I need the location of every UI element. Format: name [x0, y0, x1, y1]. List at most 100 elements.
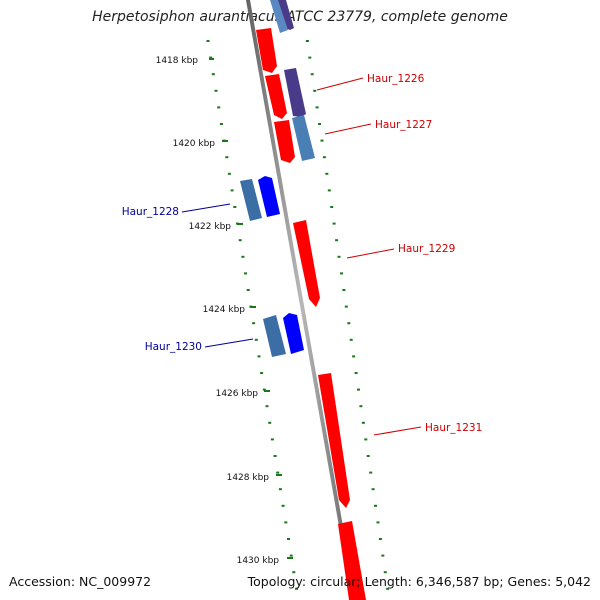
tick-dot: [313, 89, 317, 92]
gene-label-haur-1229[interactable]: Haur_1229: [346, 243, 455, 259]
cds-arrow[interactable]: [293, 220, 320, 307]
tick-dot: [335, 239, 339, 242]
tick-dot: [315, 106, 319, 109]
tick-label: 1418 kbp: [156, 56, 199, 66]
tick-1422: 1422 kbp: [189, 222, 243, 232]
accession-text: Accession: NC_009972: [9, 574, 152, 589]
tick-dot: [344, 305, 348, 308]
tick-1418: 1418 kbp: [156, 56, 214, 66]
cds-arrow[interactable]: [265, 74, 287, 119]
tick-dot: [361, 421, 365, 424]
label-leader-line: [181, 203, 231, 213]
tick-dot: [287, 538, 290, 540]
gene-feature-block[interactable]: [292, 115, 315, 161]
tick-dot: [217, 106, 221, 109]
tick-dot: [366, 455, 370, 457]
cds-arrow[interactable]: [318, 373, 350, 508]
tick-dot: [325, 172, 329, 175]
tick-dot: [260, 372, 264, 374]
tick-1428: 1428 kbp: [227, 473, 282, 483]
tick-dot: [352, 355, 356, 358]
tick-dot: [327, 189, 331, 192]
gene-label-haur-1231[interactable]: Haur_1231: [373, 422, 482, 436]
tick-dot: [270, 438, 274, 441]
cds-arrow[interactable]: [258, 176, 280, 217]
tick-dot: [276, 471, 280, 474]
tick-dot: [254, 338, 258, 341]
gene-feature-block[interactable]: [263, 315, 286, 357]
tick-dot: [310, 73, 314, 76]
tick-dot: [320, 139, 324, 142]
gene-feature-block[interactable]: [240, 179, 262, 221]
tick-dot: [308, 56, 312, 59]
tick-dot: [225, 156, 229, 159]
tick-dot: [295, 587, 298, 590]
gene-label-haur-1226[interactable]: Haur_1226: [316, 73, 425, 91]
tick-dot: [273, 455, 277, 457]
tick-dot: [214, 89, 218, 92]
gene-label-text: Haur_1231: [425, 422, 482, 434]
tick-dot: [381, 554, 385, 557]
tick-1424: 1424 kbp: [203, 305, 256, 315]
tick-dot: [347, 322, 351, 325]
tick-1426: 1426 kbp: [216, 389, 270, 399]
tick-dot: [262, 388, 266, 391]
tick-label: 1428 kbp: [227, 473, 270, 483]
tick-dot: [278, 488, 282, 491]
tick-dot: [268, 421, 272, 424]
tick-dot: [289, 554, 293, 557]
tick-dot: [238, 239, 242, 242]
tick-dot: [246, 289, 250, 291]
gene-label-text: Haur_1227: [375, 119, 432, 131]
tick-dot: [252, 322, 256, 325]
cds-arrow[interactable]: [274, 120, 295, 163]
gene-label-text: Haur_1226: [367, 73, 425, 85]
tick-dot: [209, 56, 213, 59]
cds-arrow[interactable]: [338, 521, 366, 600]
tick-label: 1420 kbp: [173, 139, 216, 149]
tick-dot: [233, 206, 237, 208]
cds-arrow[interactable]: [283, 313, 304, 354]
tick-dot: [257, 355, 261, 358]
label-leader-line: [373, 426, 422, 436]
tick-dot: [374, 504, 377, 507]
tick-dot: [211, 73, 215, 76]
cds-arrow[interactable]: [256, 28, 277, 73]
tick-dot: [340, 272, 343, 275]
tick-dot: [369, 471, 373, 474]
tick-dot: [383, 571, 387, 574]
tick-dot: [227, 172, 231, 175]
gene-label-haur-1227[interactable]: Haur_1227: [324, 119, 432, 135]
tick-label: 1430 kbp: [237, 556, 280, 566]
tick-dot: [305, 40, 309, 42]
gene-label-haur-1228[interactable]: Haur_1228: [122, 203, 231, 218]
tick-dot: [219, 123, 223, 125]
tick-dot: [292, 571, 296, 574]
tick-dot: [241, 255, 245, 258]
label-leader-line: [324, 123, 372, 135]
tick-label: 1424 kbp: [203, 305, 246, 315]
gene-label-text: Haur_1229: [398, 243, 455, 255]
label-leader-line: [316, 77, 364, 91]
tick-dot: [359, 405, 363, 408]
tick-dot: [376, 521, 380, 524]
tick-dot: [337, 255, 341, 258]
tick-dot: [281, 504, 285, 507]
tick-1420: 1420 kbp: [173, 139, 228, 149]
tick-dot: [284, 521, 288, 524]
tick-dot: [322, 156, 326, 159]
tick-dot: [230, 189, 234, 192]
tick-dot: [206, 40, 210, 42]
tick-dot: [318, 123, 321, 125]
tick-dot: [357, 388, 360, 391]
gene-feature-block[interactable]: [284, 68, 306, 117]
gene-feature-block[interactable]: [270, 0, 288, 33]
tick-dot: [378, 538, 382, 540]
tick-label: 1426 kbp: [216, 389, 259, 399]
gene-label-haur-1230[interactable]: Haur_1230: [145, 338, 254, 353]
tick-dot: [332, 222, 336, 225]
tick-dot: [265, 405, 269, 408]
tick-dot: [386, 587, 390, 590]
